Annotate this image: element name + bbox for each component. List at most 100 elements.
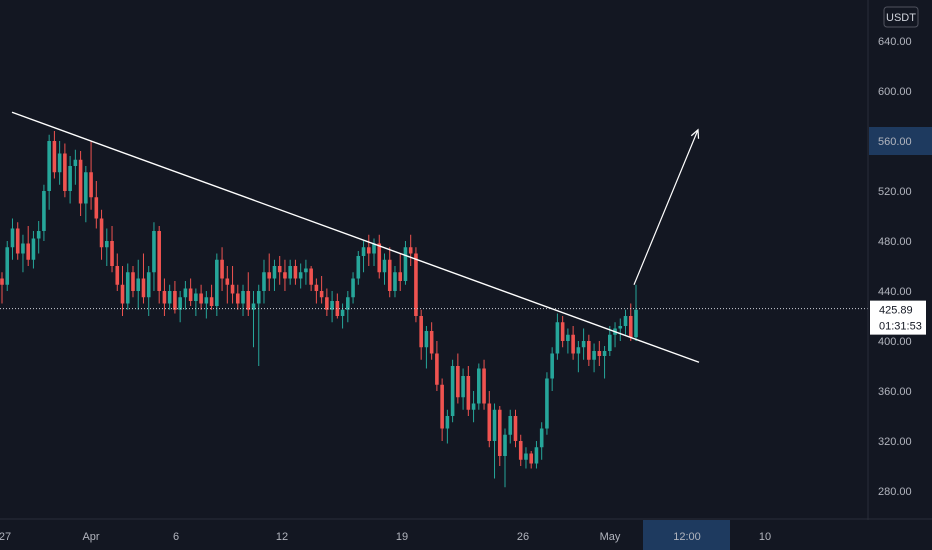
candle [497, 406, 502, 466]
price-axis[interactable]: 640.00 600.00 560.00 520.00 480.00 440.00 400.… [867, 0, 932, 520]
candle-body [325, 297, 329, 310]
candle [157, 226, 161, 304]
candle-body [571, 334, 575, 354]
candle [387, 247, 392, 298]
price-tick-label: 560.00 [878, 136, 912, 148]
candle-body [330, 301, 334, 310]
price-tick-highlight [869, 127, 932, 155]
candle-body [78, 159, 83, 204]
candle [52, 131, 57, 179]
candle-body [99, 218, 104, 248]
candle [188, 278, 193, 306]
candle-body [131, 272, 135, 291]
candle [209, 284, 214, 310]
candle [173, 281, 177, 314]
candle [15, 222, 20, 260]
candle [623, 309, 628, 335]
candle-body [487, 403, 492, 441]
candle-body [602, 351, 607, 356]
price-tick-label: 480.00 [878, 236, 912, 248]
currency-badge[interactable]: USDT [883, 6, 919, 28]
candle-body [262, 272, 266, 291]
candle-body [89, 172, 93, 198]
candle [450, 359, 455, 423]
currency-badge-label: USDT [886, 12, 916, 24]
candle-body [587, 341, 591, 360]
candle-body [560, 322, 565, 341]
candle-body [26, 243, 30, 260]
candle [555, 313, 560, 360]
candle [377, 234, 382, 279]
annotations-layer [11, 111, 700, 363]
price-axis-ticks: 640.00 600.00 560.00 520.00 480.00 440.00 400.… [869, 36, 932, 498]
trendline[interactable] [11, 111, 700, 363]
candle-body [387, 259, 392, 291]
candle [534, 441, 539, 469]
price-tick-label: 640.00 [878, 36, 912, 48]
candle [587, 334, 591, 366]
currency-badge-box [883, 6, 919, 28]
candle [146, 266, 151, 316]
candle-body [497, 409, 502, 456]
candle [73, 149, 78, 185]
candle-body [576, 347, 581, 354]
candle [89, 141, 93, 210]
candle [288, 259, 292, 285]
candle [471, 391, 476, 423]
candle [277, 256, 282, 285]
candle [26, 226, 30, 266]
candle-body [277, 266, 282, 273]
candle-body [10, 228, 15, 248]
candle-body [241, 291, 245, 304]
price-tick-label: 400.00 [878, 336, 912, 348]
candle [366, 234, 371, 266]
candle-body [340, 309, 345, 316]
candle-body [608, 334, 612, 351]
candle-body [68, 166, 72, 191]
projection-arrow-head [690, 128, 700, 139]
projection-arrow-line[interactable] [633, 129, 699, 285]
candle-body [314, 284, 319, 291]
candle [241, 284, 245, 316]
time-tick-label: 19 [396, 531, 408, 543]
candle [63, 143, 67, 198]
price-tick-label: 600.00 [878, 86, 912, 98]
candle [608, 326, 612, 356]
time-tick-label: 27 [0, 531, 11, 543]
candle [435, 341, 439, 391]
candle-body [47, 141, 51, 191]
candle-body [178, 297, 182, 310]
candle-body [36, 231, 41, 239]
candle [246, 272, 251, 316]
candle-body [199, 293, 203, 304]
candle-body [225, 278, 230, 285]
candle [178, 291, 182, 323]
candle-body [183, 288, 188, 298]
time-tick-label: 6 [173, 531, 179, 543]
candle [424, 326, 429, 369]
time-tick-label: Apr [82, 531, 99, 543]
candle-body [555, 322, 560, 354]
candle [445, 409, 450, 444]
candle [571, 326, 575, 360]
time-axis[interactable]: 27 Apr 6 12 19 26 May 12:00 10 [0, 518, 932, 550]
candle-body [162, 291, 167, 304]
candle-body [136, 278, 141, 291]
candle [566, 328, 570, 354]
candle [120, 266, 125, 316]
candle [372, 238, 376, 266]
candle [110, 226, 114, 273]
candle-body [450, 366, 455, 416]
candle-body [545, 378, 549, 429]
candle [125, 263, 130, 310]
price-tick-label: 360.00 [878, 386, 912, 398]
candle [576, 341, 581, 373]
candle-body [518, 441, 523, 460]
candle-body [351, 278, 355, 298]
candle-body [550, 353, 554, 379]
candle [194, 288, 198, 316]
candle [152, 222, 156, 291]
candle-body [188, 288, 193, 301]
